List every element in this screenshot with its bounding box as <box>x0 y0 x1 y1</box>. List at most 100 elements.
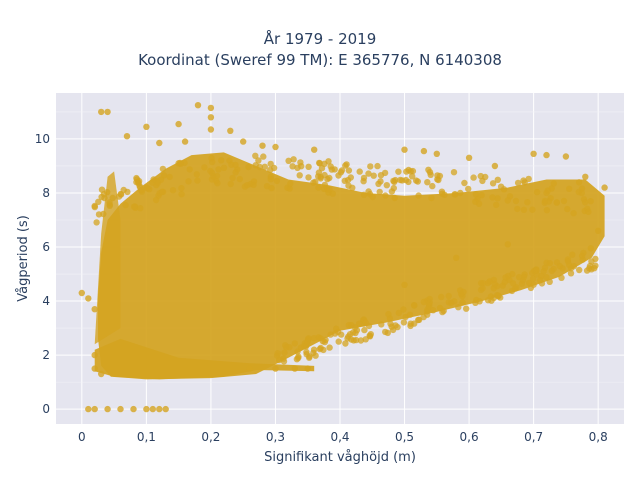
y-tick-label: 6 <box>42 240 50 254</box>
scatter-point <box>409 173 416 180</box>
scatter-point <box>501 278 508 286</box>
scatter-point <box>91 351 98 359</box>
scatter-point <box>543 207 551 214</box>
scatter-point <box>369 193 376 201</box>
scatter-point <box>472 198 479 205</box>
scatter-point <box>484 279 491 287</box>
scatter-point <box>400 306 407 313</box>
scatter-point <box>344 176 352 184</box>
scatter-point <box>246 365 253 372</box>
x-tick-label: 0 <box>78 430 86 444</box>
scatter-point <box>387 320 394 327</box>
scatter-point <box>583 267 591 274</box>
scatter-point <box>445 292 452 300</box>
scatter-point <box>491 280 498 288</box>
scatter-point <box>123 133 131 140</box>
scatter-point <box>301 340 308 347</box>
scatter-point <box>362 319 369 326</box>
scatter-point <box>356 168 363 175</box>
scatter-point <box>595 227 602 234</box>
scatter-point <box>317 175 324 182</box>
scatter-point <box>342 340 349 347</box>
scatter-point <box>175 120 182 128</box>
scatter-point <box>445 299 452 306</box>
scatter-point <box>546 278 553 285</box>
scatter-point <box>569 251 576 258</box>
scatter-point <box>403 168 410 175</box>
scatter-point <box>389 326 397 334</box>
scatter-point <box>305 174 312 181</box>
scatter-point <box>194 177 201 184</box>
scatter-point <box>326 174 333 182</box>
scatter-point <box>401 281 408 288</box>
scatter-point <box>91 405 98 413</box>
scatter-point <box>514 179 522 187</box>
scatter-point <box>328 166 335 173</box>
scatter-point <box>95 198 102 205</box>
scatter-point <box>104 405 111 413</box>
scatter-point <box>322 336 329 344</box>
scatter-point <box>465 154 473 161</box>
scatter-point <box>575 188 582 196</box>
scatter-point <box>261 163 268 170</box>
scatter-point <box>232 161 239 169</box>
scatter-point <box>245 163 252 171</box>
scatter-point <box>291 340 298 347</box>
scatter-point <box>463 305 470 312</box>
scatter-point <box>395 309 402 317</box>
scatter-point <box>566 185 573 192</box>
scatter-point <box>305 335 312 342</box>
scatter-point <box>428 194 435 202</box>
scatter-point <box>460 288 467 296</box>
y-tick-label: 8 <box>42 186 50 200</box>
scatter-point <box>406 311 414 318</box>
scatter-point <box>530 150 537 157</box>
x-tick-label: 0,4 <box>330 430 349 444</box>
scatter-point <box>194 102 202 109</box>
scatter-point <box>294 348 301 355</box>
scatter-point <box>109 194 116 202</box>
scatter-point <box>85 295 92 302</box>
scatter-point <box>181 138 189 145</box>
scatter-point <box>122 201 129 209</box>
scatter-point <box>472 191 479 198</box>
scatter-point <box>137 205 144 212</box>
scatter-point <box>529 206 536 213</box>
scatter-point <box>479 279 487 287</box>
scatter-point <box>215 166 222 173</box>
scatter-point <box>325 158 332 165</box>
scatter-point <box>252 152 259 159</box>
scatter-point <box>435 176 442 184</box>
scatter-point <box>201 164 208 171</box>
scatter-point <box>592 255 599 263</box>
x-tick-label: 0,3 <box>266 430 285 444</box>
scatter-point <box>259 142 266 149</box>
y-tick-label: 2 <box>42 348 50 362</box>
scatter-point <box>520 177 527 184</box>
scatter-point <box>487 293 495 300</box>
scatter-point <box>149 405 156 413</box>
y-tick-label: 4 <box>42 294 50 308</box>
scatter-point <box>541 197 549 205</box>
scatter-point <box>120 186 127 194</box>
scatter-point <box>229 174 236 182</box>
scatter-point <box>472 299 479 306</box>
scatter-point <box>315 184 322 191</box>
scatter-point <box>459 299 466 306</box>
scatter-point <box>420 313 427 321</box>
scatter-point <box>357 337 365 344</box>
scatter-point <box>333 325 340 332</box>
scatter-point <box>143 405 150 413</box>
scatter-point <box>365 170 372 177</box>
scatter-point <box>558 274 565 281</box>
scatter-point <box>567 270 575 277</box>
scatter-point <box>274 350 281 357</box>
scatter-point <box>581 199 589 206</box>
scatter-point <box>527 284 535 292</box>
scatter-point <box>281 349 288 356</box>
scatter-point <box>601 184 608 191</box>
scatter-point <box>575 179 583 186</box>
scatter-point <box>91 365 98 372</box>
scatter-point <box>117 405 124 413</box>
scatter-point <box>489 180 497 187</box>
